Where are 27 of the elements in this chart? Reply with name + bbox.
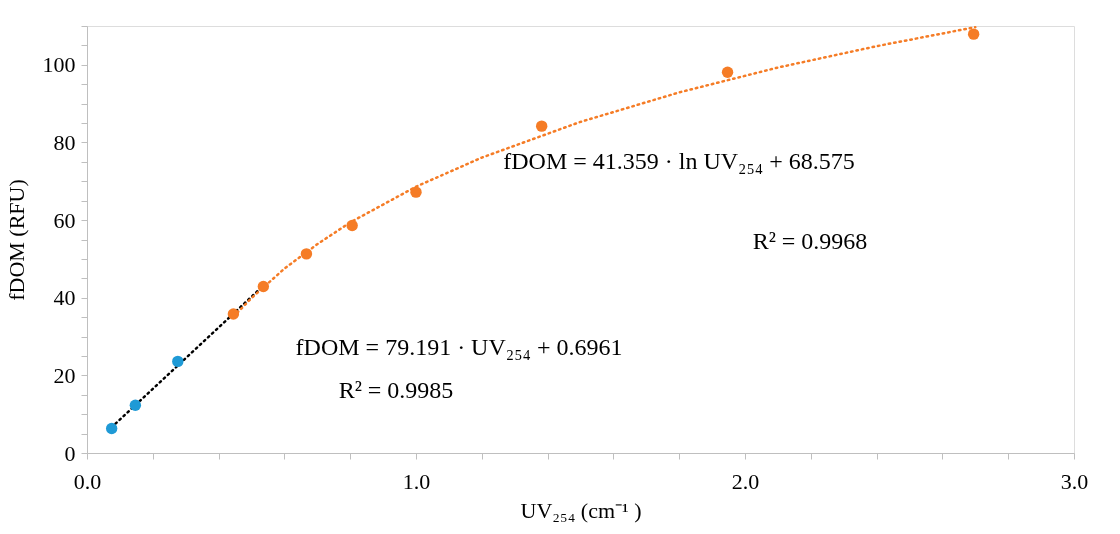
x-tick-label: 2.0	[731, 468, 760, 494]
y-tick-label: 0	[64, 440, 76, 466]
point	[721, 66, 734, 78]
point	[535, 120, 548, 132]
annotation: R² = 0.9968	[752, 228, 868, 254]
point	[227, 308, 240, 320]
y-tick-label: 100	[42, 52, 76, 78]
point	[967, 28, 980, 40]
x-tick-label: 0.0	[73, 468, 102, 494]
x-axis-title: UV₂₅₄ (cm⁻¹ )	[520, 497, 642, 523]
y-tick-label: 40	[53, 285, 76, 311]
annotation: R² = 0.9985	[338, 377, 454, 403]
point	[105, 422, 118, 435]
point	[257, 280, 270, 293]
point	[172, 355, 184, 368]
y-axis-title: fDOM (RFU)	[3, 179, 29, 301]
point	[300, 248, 313, 260]
point	[129, 399, 142, 411]
y-tick-label: 60	[53, 207, 76, 233]
y-tick-label: 80	[53, 129, 76, 155]
annotation: fDOM = 41.359 · ln UV₂₅₄ + 68.575	[503, 148, 855, 174]
point	[346, 219, 358, 232]
y-tick-label: 20	[53, 362, 76, 388]
x-tick-label: 1.0	[402, 468, 431, 494]
point	[410, 186, 422, 198]
annotation: fDOM = 79.191 · UV₂₅₄ + 0.6961	[295, 334, 623, 360]
x-tick-label: 3.0	[1060, 468, 1089, 494]
